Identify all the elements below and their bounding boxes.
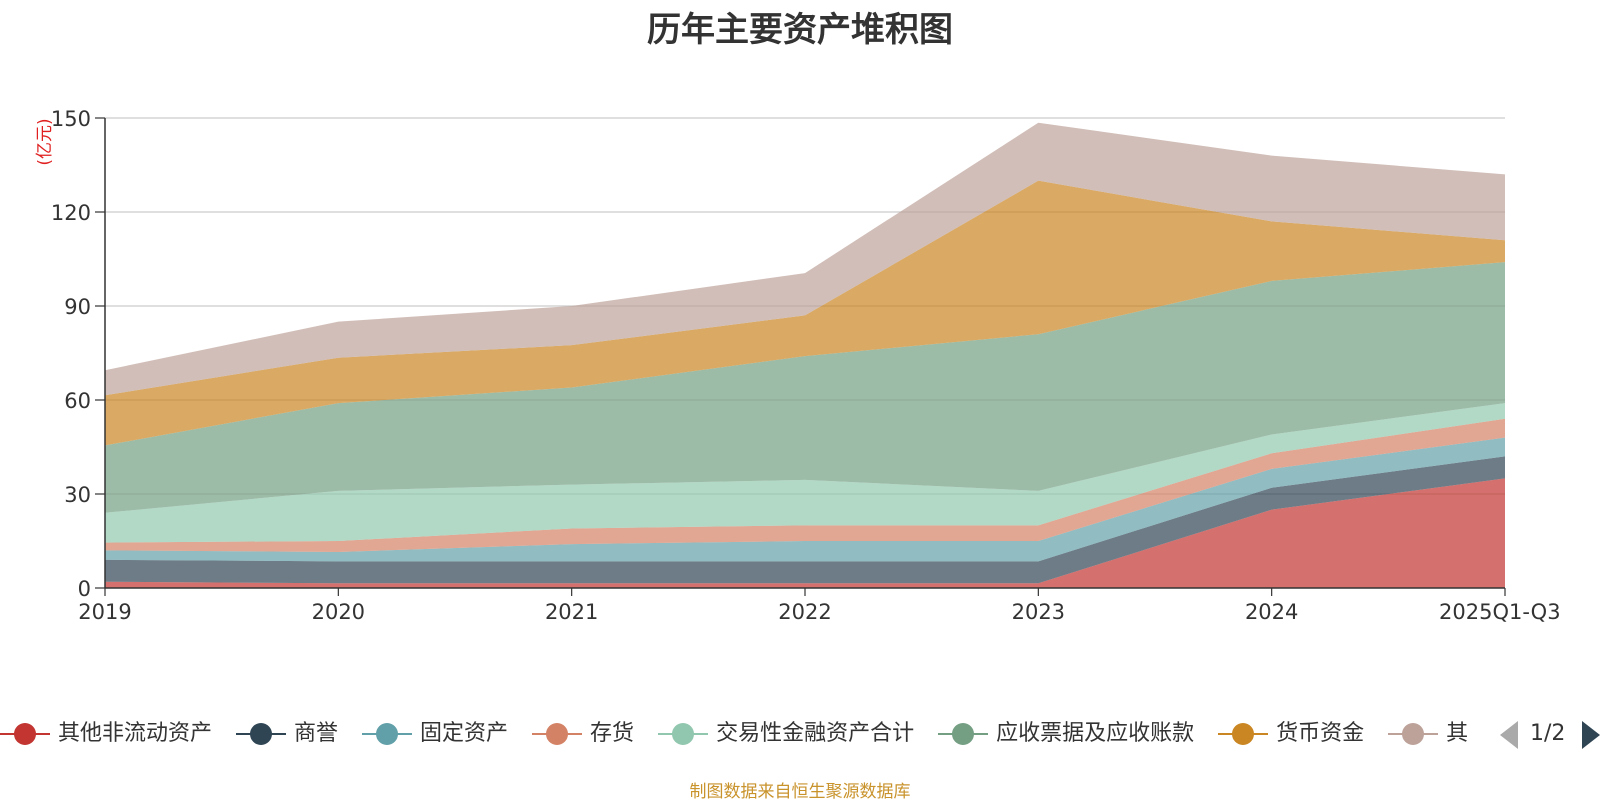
area-series-7[interactable] xyxy=(105,180,1505,446)
y-tick-label: 60 xyxy=(64,389,91,413)
legend-marker-icon xyxy=(1218,716,1269,752)
chart-legend: 其他非流动资产 商誉 固定资产 存货 交易性金融资产合计 应收票据及应收账款 货币资金 其他 xyxy=(0,716,1468,752)
legend-item[interactable]: 其他 xyxy=(1388,716,1468,752)
legend-next-page-icon[interactable] xyxy=(1582,721,1600,749)
legend-marker-icon xyxy=(362,716,413,752)
axes: 0 30 60 90 120 150 2019 2020 2021 2022 2023 2024 202… xyxy=(51,107,1561,624)
legend-label: 应收票据及应收账款 xyxy=(996,721,1195,746)
area-series-1[interactable] xyxy=(105,478,1505,588)
x-tick-label: 2020 xyxy=(312,600,365,624)
x-tick-label: 2023 xyxy=(1012,600,1065,624)
legend-marker-icon xyxy=(938,716,989,752)
y-tick-label: 30 xyxy=(64,483,91,507)
legend-label: 固定资产 xyxy=(420,721,509,746)
y-tick-label: 0 xyxy=(78,577,91,601)
legend-label: 其他非流动资产 xyxy=(58,721,213,746)
legend-label: 其他 xyxy=(1446,721,1468,746)
legend-item[interactable]: 应收票据及应收账款 xyxy=(938,716,1194,752)
y-tick-label: 90 xyxy=(64,295,91,319)
x-tick-label: 2024 xyxy=(1245,600,1298,624)
area-series-8[interactable] xyxy=(105,122,1505,396)
legend-label: 交易性金融资产合计 xyxy=(716,721,915,746)
legend-item[interactable]: 固定资产 xyxy=(362,716,508,752)
area-series xyxy=(105,122,1505,588)
area-series-3[interactable] xyxy=(105,437,1505,562)
legend-label: 商誉 xyxy=(294,721,339,746)
legend-marker-icon xyxy=(0,716,50,752)
y-tick-label: 120 xyxy=(51,201,91,225)
area-series-5[interactable] xyxy=(105,403,1505,543)
legend-item[interactable]: 货币资金 xyxy=(1218,716,1364,752)
legend-marker-icon xyxy=(658,716,709,752)
legend-label: 货币资金 xyxy=(1276,721,1365,746)
x-tick-label: 2025Q1-Q3 xyxy=(1439,600,1561,624)
legend-pager: 1/2 xyxy=(1500,716,1600,752)
legend-marker-icon xyxy=(236,716,287,752)
chart-title: 历年主要资产堆积图 xyxy=(647,10,953,50)
area-series-4[interactable] xyxy=(105,418,1505,552)
x-tick-label: 2019 xyxy=(78,600,131,624)
y-tick-label: 150 xyxy=(51,107,91,131)
legend-item[interactable]: 商誉 xyxy=(236,716,338,752)
legend-marker-icon xyxy=(532,716,583,752)
legend-prev-page-icon[interactable] xyxy=(1500,721,1518,749)
x-tick-label: 2022 xyxy=(778,600,831,624)
area-series-2[interactable] xyxy=(105,456,1505,584)
legend-label: 存货 xyxy=(590,721,635,746)
x-tick-label: 2021 xyxy=(545,600,598,624)
legend-item[interactable]: 交易性金融资产合计 xyxy=(658,716,914,752)
y-axis-unit-label: (亿元) xyxy=(35,118,55,165)
legend-page-indicator: 1/2 xyxy=(1530,721,1566,746)
legend-item[interactable]: 其他非流动资产 xyxy=(0,716,212,752)
legend-item[interactable]: 存货 xyxy=(532,716,634,752)
legend-marker-icon xyxy=(1388,716,1439,752)
area-series-6[interactable] xyxy=(105,262,1505,513)
source-note: 制图数据来自恒生聚源数据库 xyxy=(689,782,911,800)
